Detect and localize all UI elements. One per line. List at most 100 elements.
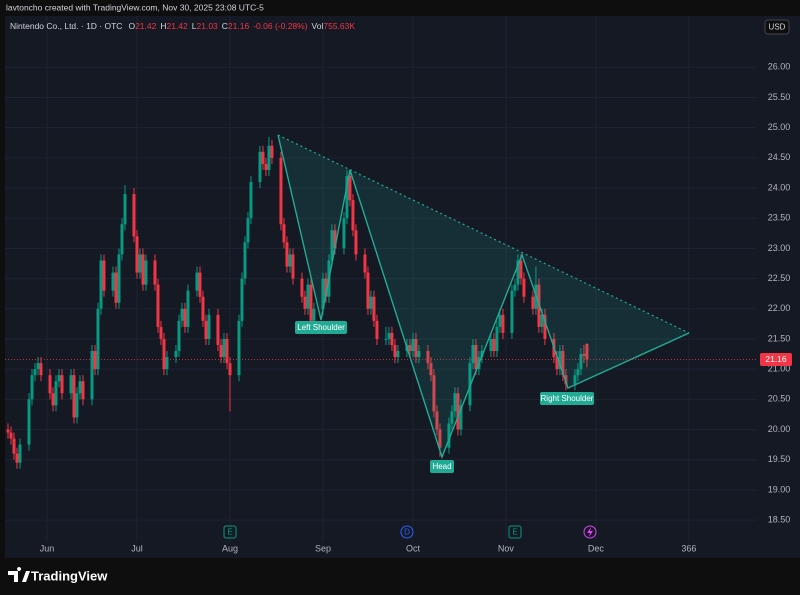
y-tick-label: 24.00 xyxy=(768,182,791,192)
candle-body xyxy=(9,432,13,439)
x-tick-label: 366 xyxy=(681,543,696,553)
candle-body xyxy=(240,278,244,321)
candle-body xyxy=(54,381,58,406)
annotation-box xyxy=(540,392,594,405)
candle-body xyxy=(366,272,370,309)
y-tick-label: 20.50 xyxy=(768,394,791,404)
candle-body xyxy=(249,181,253,219)
ohlc-label: L xyxy=(192,21,197,31)
candle-body xyxy=(408,344,412,352)
candle-body xyxy=(267,145,271,170)
candle-body xyxy=(540,314,544,327)
event-label: D xyxy=(404,528,410,537)
pattern-fill xyxy=(278,135,689,457)
event-icon[interactable] xyxy=(400,525,414,539)
ohlc-label: O xyxy=(128,21,135,31)
candle-body xyxy=(489,338,493,352)
candle-body xyxy=(387,332,391,339)
event-label: E xyxy=(512,528,517,537)
candle-body xyxy=(228,363,232,376)
annotation-box xyxy=(430,460,454,473)
candle-body xyxy=(306,284,310,309)
credit: lavtoncho created with TradingView.com, … xyxy=(6,2,264,12)
candle-body xyxy=(48,375,52,394)
candle-body xyxy=(555,357,559,370)
candle-body xyxy=(117,254,121,303)
candle-body xyxy=(513,284,517,291)
ohlc-value: 21.42 xyxy=(135,21,157,31)
candle-body xyxy=(384,338,388,340)
candle-body xyxy=(324,278,328,297)
candle-body xyxy=(93,351,97,370)
candle-body xyxy=(342,218,346,249)
candle-body xyxy=(426,351,430,364)
candle-body xyxy=(180,308,184,321)
symbol: Nintendo Co., Ltd. · 1D · OTC xyxy=(10,21,122,31)
candle-body xyxy=(204,320,208,339)
candle-body xyxy=(579,354,583,370)
candle-body xyxy=(39,363,43,376)
candle-body xyxy=(375,320,379,339)
candle-body xyxy=(246,218,250,243)
candle-body xyxy=(72,375,76,418)
candle-body xyxy=(300,278,304,297)
event-icon[interactable] xyxy=(508,525,522,539)
candle-body xyxy=(498,314,502,327)
candle-body xyxy=(279,157,283,225)
currency: USD xyxy=(769,23,786,32)
candle-body xyxy=(15,453,19,463)
candle-body xyxy=(201,296,205,321)
y-tick-label: 19.00 xyxy=(768,484,791,494)
candle-body xyxy=(303,296,307,309)
logo-icon xyxy=(8,567,30,582)
candle-body xyxy=(141,254,145,285)
candle-body xyxy=(153,260,157,285)
candle-body xyxy=(81,381,85,400)
candle-body xyxy=(12,438,16,454)
annotation-box xyxy=(295,321,347,334)
candle-body xyxy=(132,194,136,237)
candle-body xyxy=(114,272,118,303)
candle-body xyxy=(243,242,247,279)
candle-body xyxy=(135,236,139,273)
candle-body xyxy=(417,351,421,358)
candle-body xyxy=(456,393,460,430)
candle-body xyxy=(75,393,79,418)
y-tick-label: 21.00 xyxy=(768,364,791,374)
candle-body xyxy=(225,338,229,364)
candle-body xyxy=(78,381,82,394)
candle-body xyxy=(30,375,34,400)
candle-body xyxy=(207,314,211,339)
candle-body xyxy=(102,260,106,291)
candle-body xyxy=(144,260,148,285)
y-tick-label: 22.50 xyxy=(768,273,791,283)
volume: 755.63K xyxy=(323,21,355,31)
candle-body xyxy=(261,151,265,164)
x-tick-label: Jul xyxy=(131,543,143,553)
event-label: E xyxy=(227,528,232,537)
candle-body xyxy=(459,405,463,430)
annotation: Head xyxy=(432,462,451,471)
candle-body xyxy=(123,194,127,225)
symbol-legend: Nintendo Co., Ltd. · 1D · OTC O21.42 H21.4… xyxy=(10,21,355,31)
candle-body xyxy=(492,338,496,352)
candle-body xyxy=(333,230,337,249)
candle-body xyxy=(432,375,436,412)
last-price-box xyxy=(760,352,792,366)
candle-body xyxy=(453,393,457,412)
candle-body xyxy=(270,145,274,158)
candle-body xyxy=(321,278,325,309)
candle-body xyxy=(411,338,415,352)
change: -0.06 (-0.28%) xyxy=(253,21,307,31)
currency-button[interactable] xyxy=(764,19,790,35)
candle-body xyxy=(6,429,10,433)
candle-body xyxy=(429,363,433,376)
candle-body xyxy=(165,357,169,370)
candle-body xyxy=(258,151,262,182)
last-price-label: 21.16 xyxy=(765,354,787,364)
event-icon[interactable] xyxy=(223,525,237,539)
neckline xyxy=(277,134,690,334)
candle-body xyxy=(522,278,526,297)
x-tick-label: Aug xyxy=(222,543,238,553)
